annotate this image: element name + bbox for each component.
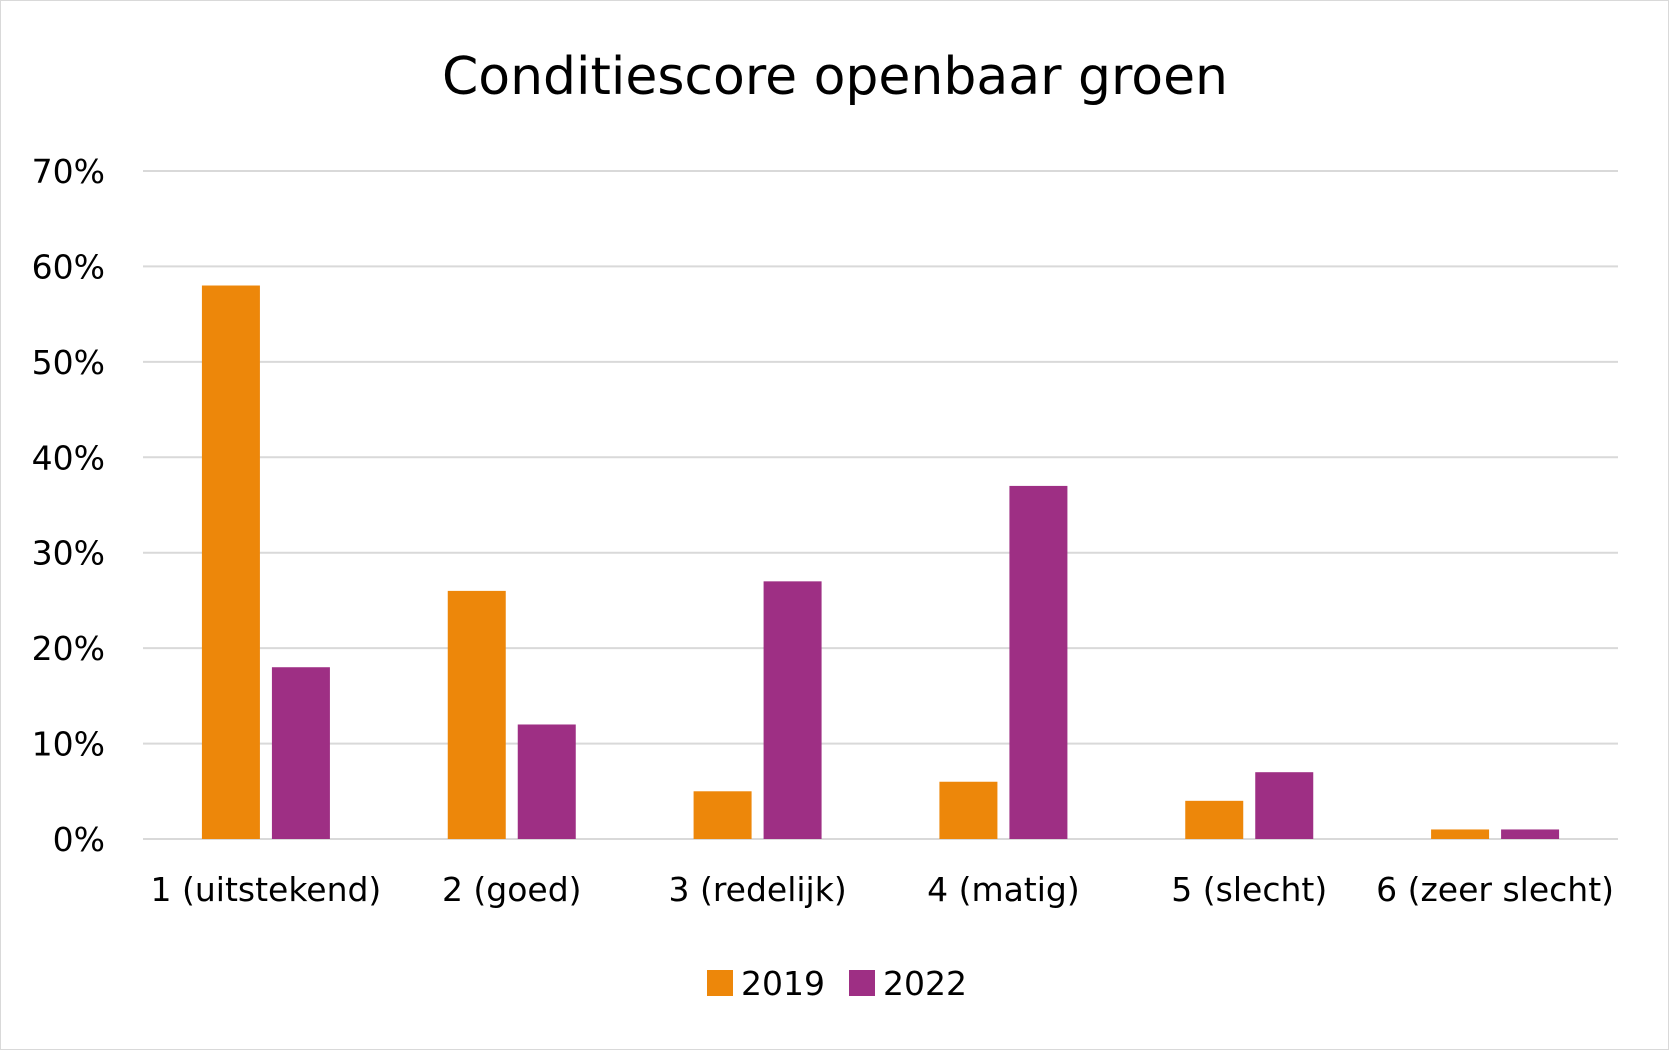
bar-2022-3 xyxy=(763,581,822,839)
legend-label-2019: 2019 xyxy=(741,964,825,1003)
bar-2022-5 xyxy=(1255,772,1314,839)
bar-2022-2 xyxy=(517,724,576,839)
bar-2022-6 xyxy=(1501,829,1560,839)
bar-2022-1 xyxy=(271,667,330,839)
y-tick-label: 30% xyxy=(32,534,105,573)
bar-2022-4 xyxy=(1009,485,1068,839)
x-axis-ticks: 1 (uitstekend) 2 (goed) 3 (redelijk) 4 (mat… xyxy=(151,870,1615,909)
chart-title: Conditiescore openbaar groen xyxy=(442,47,1228,107)
gridlines xyxy=(143,170,1618,840)
y-axis-ticks: 0% 10% 20% 30% 40% 50% 60% 70% xyxy=(32,152,105,859)
x-tick-label: 3 (redelijk) xyxy=(668,870,846,909)
bar-2019-3 xyxy=(693,791,752,839)
bar-2019-2 xyxy=(447,590,506,839)
legend-swatch-2022 xyxy=(849,970,875,996)
x-tick-label: 6 (zeer slecht) xyxy=(1376,870,1614,909)
x-tick-label: 4 (matig) xyxy=(927,870,1080,909)
y-tick-label: 40% xyxy=(32,438,105,477)
bar-2019-5 xyxy=(1185,800,1244,839)
bar-2019-1 xyxy=(201,285,260,839)
y-tick-label: 10% xyxy=(32,725,105,764)
bar-2019-4 xyxy=(939,781,998,839)
legend-label-2022: 2022 xyxy=(883,964,967,1003)
y-tick-label: 60% xyxy=(32,247,105,286)
y-tick-label: 20% xyxy=(32,629,105,668)
x-tick-label: 5 (slecht) xyxy=(1171,870,1327,909)
y-tick-label: 0% xyxy=(53,820,105,859)
bars xyxy=(201,285,1560,839)
y-tick-label: 70% xyxy=(32,152,105,191)
y-tick-label: 50% xyxy=(32,343,105,382)
legend: 2019 2022 xyxy=(707,964,967,1003)
x-tick-label: 2 (goed) xyxy=(442,870,582,909)
legend-swatch-2019 xyxy=(707,970,733,996)
bar-2019-6 xyxy=(1431,829,1490,839)
x-tick-label: 1 (uitstekend) xyxy=(151,870,382,909)
